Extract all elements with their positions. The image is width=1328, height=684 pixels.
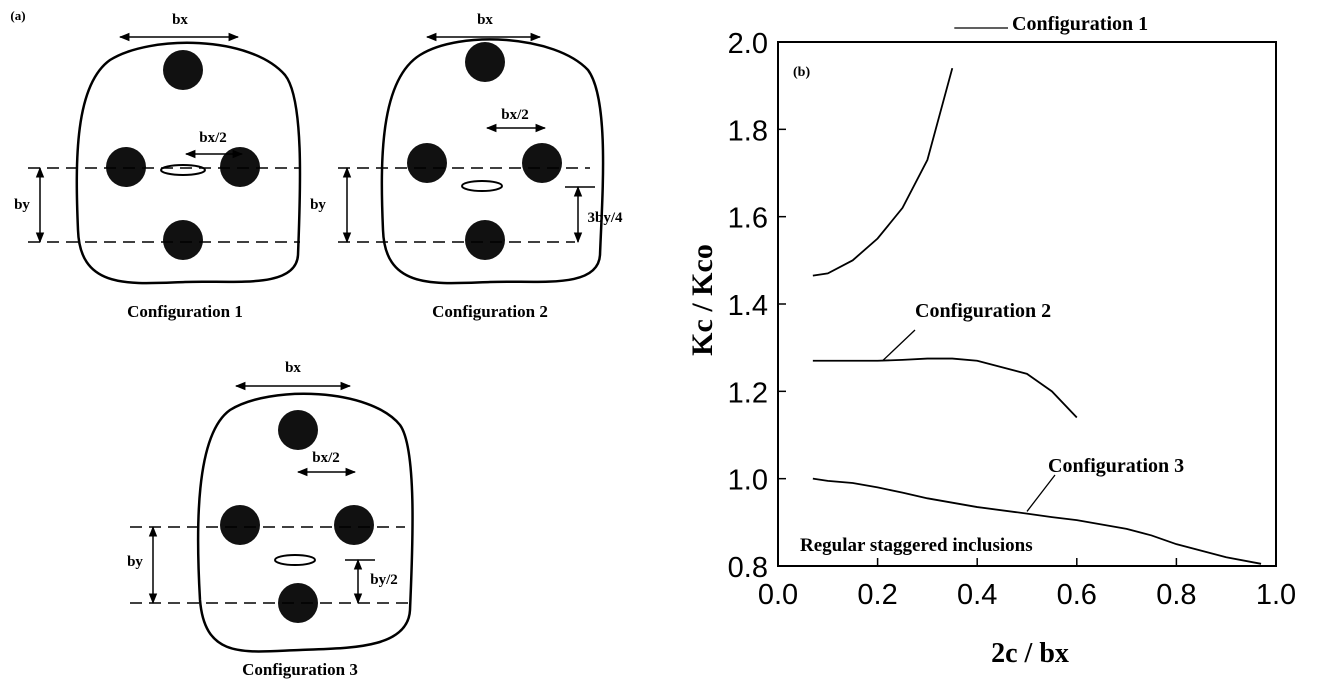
caption: Configuration 3	[242, 660, 358, 679]
panel-label: (b)	[793, 65, 810, 80]
inclusion	[465, 220, 505, 260]
y-tick-label: 1.4	[728, 290, 768, 322]
x-tick-label: 1.0	[1256, 579, 1296, 611]
x-axis-title: 2c / bx	[991, 638, 1069, 669]
note: Regular staggered inclusions	[800, 535, 1033, 556]
dim-label: by	[127, 554, 143, 570]
y-axis-title: Kc / Kco	[686, 244, 719, 356]
dim-label: by/2	[370, 572, 398, 588]
matrix-outline	[196, 392, 414, 653]
crack	[461, 180, 503, 192]
caption: Configuration 2	[432, 302, 548, 321]
series-annotation: Configuration 1	[1012, 13, 1148, 35]
panel-b: 0.0 0.2 0.4 0.6 0.8 1.0 0.8 1.0 1.2 1.4 1.6 1.8 2.0 2…	[686, 13, 1296, 669]
x-tick-label: 0.4	[957, 579, 997, 611]
dim-label: bx	[172, 12, 188, 28]
inclusion	[163, 50, 203, 90]
inclusion	[220, 147, 260, 187]
x-tick-label: 0.6	[1057, 579, 1097, 611]
panel-a: (a) bx bx/2 by Configuration 1 bx bx/2 b…	[10, 8, 623, 679]
annotation-leader	[882, 329, 916, 362]
dim-label: bx/2	[501, 107, 529, 123]
crack	[160, 164, 206, 176]
series-annotation: Configuration 2	[915, 300, 1051, 322]
y-tick-label: 1.8	[728, 115, 768, 147]
series-line	[812, 357, 1078, 419]
annotation-leader	[1026, 474, 1056, 512]
inclusion	[163, 220, 203, 260]
dim-label: by	[310, 197, 326, 213]
inclusion	[334, 505, 374, 545]
inclusion	[465, 42, 505, 82]
dim-label: bx	[285, 360, 301, 376]
inclusion	[106, 147, 146, 187]
matrix-outline	[75, 41, 302, 285]
caption: Configuration 1	[127, 302, 243, 321]
inclusion	[220, 505, 260, 545]
inclusion	[278, 410, 318, 450]
x-tick-label: 0.0	[758, 579, 798, 611]
crack	[274, 554, 316, 566]
dim-label: bx/2	[312, 450, 340, 466]
y-tick-label: 1.2	[728, 377, 768, 409]
panel-label: (a)	[10, 8, 25, 23]
y-tick-label: 1.6	[728, 203, 768, 235]
inclusion	[522, 143, 562, 183]
dim-label: by	[14, 197, 30, 213]
series-annotation: Configuration 3	[1048, 455, 1184, 477]
y-tick-label: 2.0	[728, 28, 768, 60]
dim-label: bx/2	[199, 130, 227, 146]
series-line	[812, 67, 954, 277]
y-tick-label: 1.0	[728, 465, 768, 497]
x-tick-label: 0.8	[1156, 579, 1196, 611]
y-tick-label: 0.8	[728, 552, 768, 584]
dim-label: bx	[477, 12, 493, 28]
series-line	[812, 477, 1262, 565]
inclusion	[407, 143, 447, 183]
matrix-outline	[380, 38, 605, 285]
x-tick-label: 0.2	[857, 579, 897, 611]
inclusion	[278, 583, 318, 623]
dim-label: 3by/4	[587, 210, 623, 226]
